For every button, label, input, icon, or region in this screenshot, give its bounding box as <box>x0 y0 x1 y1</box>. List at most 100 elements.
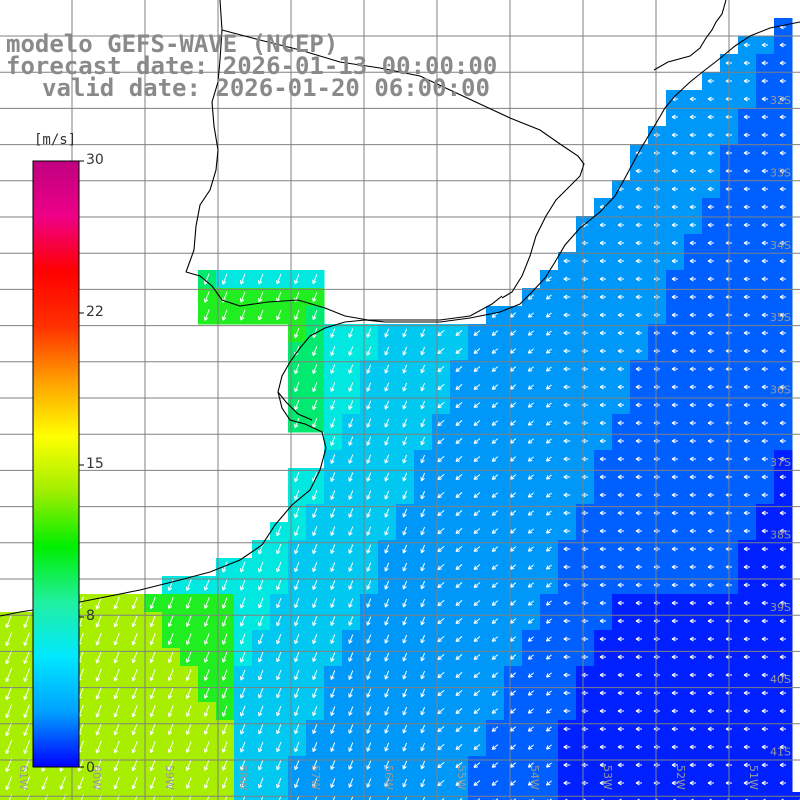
wind-arrow <box>779 492 786 498</box>
wind-arrow <box>402 778 408 788</box>
wind-arrow <box>239 633 246 645</box>
longitude-labels: 61W 60W 59W 58W 57W 56W 55W 54W 53W 52W 51W <box>17 765 760 790</box>
wind-arrow <box>743 294 750 300</box>
wind-arrow <box>366 706 372 716</box>
wind-arrow <box>671 204 678 210</box>
wind-arrow <box>491 582 499 588</box>
wind-arrow <box>420 652 426 662</box>
wind-arrow <box>671 726 678 732</box>
wind-arrow <box>348 364 354 374</box>
wind-arrow <box>491 636 499 642</box>
wind-arrow <box>563 546 571 552</box>
wind-arrow <box>779 402 786 408</box>
wind-arrow <box>743 330 750 336</box>
wind-arrow <box>170 795 174 800</box>
wind-arrow <box>743 168 750 174</box>
wind-arrow <box>221 687 228 699</box>
wind-arrow <box>348 436 354 446</box>
wind-arrow <box>707 204 714 210</box>
wind-arrow <box>98 794 102 800</box>
wind-arrow <box>779 618 786 624</box>
wind-arrow <box>366 688 372 698</box>
wind-arrow <box>707 582 714 588</box>
wind-arrow <box>5 632 13 647</box>
wind-arrow <box>294 670 300 681</box>
wind-arrow <box>599 672 606 678</box>
bahia-samborombon <box>277 391 313 421</box>
wind-arrow <box>563 474 571 480</box>
wind-arrow <box>743 510 750 516</box>
wind-arrow <box>761 726 768 732</box>
wind-arrow <box>312 274 318 285</box>
wind-arrow <box>330 616 336 626</box>
wind-arrow <box>743 762 750 768</box>
wind-arrow <box>294 274 300 285</box>
wind-arrow <box>563 492 571 498</box>
wind-arrow <box>527 654 535 660</box>
lon-label: 55W <box>455 765 468 790</box>
wind-arrow <box>221 615 228 627</box>
wind-arrow <box>617 762 624 768</box>
wind-arrow <box>239 741 246 753</box>
wind-arrow <box>635 762 642 768</box>
wind-arrow <box>131 776 138 790</box>
wind-arrow <box>743 42 750 48</box>
wind-arrow <box>239 777 246 789</box>
wind-arrow <box>545 330 552 336</box>
wind-arrow <box>743 600 750 606</box>
wind-arrow <box>527 582 535 588</box>
wind-arrow <box>761 114 768 120</box>
wind-arrow <box>203 777 210 789</box>
wind-arrow <box>384 652 390 662</box>
wind-arrow <box>527 690 535 696</box>
map-title-valid-date: valid date: 2026-01-20 06:00:00 <box>42 74 490 102</box>
wind-arrow <box>491 492 499 498</box>
wind-arrow <box>113 758 120 772</box>
wind-arrow <box>761 60 768 66</box>
wind-arrow <box>671 168 678 174</box>
wind-arrow <box>294 526 300 537</box>
wind-arrow <box>545 294 552 300</box>
wind-arrow <box>707 330 714 336</box>
wind-arrow <box>167 705 174 718</box>
wind-arrow <box>617 222 624 228</box>
wind-arrow <box>366 364 372 374</box>
wind-arrow <box>203 291 210 303</box>
wind-arrow <box>95 740 102 754</box>
wind-arrow <box>635 366 642 372</box>
wind-arrow <box>635 726 642 732</box>
wind-arrow <box>239 669 246 681</box>
wind-arrow <box>420 706 426 716</box>
wind-arrow <box>41 776 49 790</box>
wind-arrow <box>599 618 606 624</box>
wind-arrow <box>635 312 642 318</box>
wind-arrow <box>258 273 264 285</box>
wind-arrow <box>743 420 750 426</box>
wind-arrow <box>185 579 192 591</box>
wind-arrow <box>761 420 768 426</box>
wind-arrow <box>221 759 228 771</box>
wind-arrow <box>455 546 463 553</box>
wind-arrow <box>599 474 606 480</box>
wind-arrow <box>617 456 624 462</box>
wind-arrow <box>527 474 535 480</box>
wind-arrow <box>330 328 336 338</box>
wind-arrow <box>437 419 445 427</box>
wind-arrow <box>384 670 390 680</box>
wind-arrow <box>366 454 372 464</box>
wind-arrow <box>312 580 318 591</box>
wind-arrow <box>761 366 768 372</box>
wind-arrow <box>239 705 246 717</box>
wind-arrow <box>420 688 426 698</box>
wind-arrow <box>635 240 642 246</box>
wind-arrow <box>203 723 210 735</box>
wind-arrow <box>617 330 624 336</box>
wind-arrow <box>527 402 535 408</box>
wind-arrow <box>707 744 714 750</box>
wind-arrow <box>761 294 768 300</box>
wind-arrow <box>276 705 282 717</box>
wind-arrow <box>491 708 499 714</box>
wind-arrow <box>707 564 714 570</box>
wind-arrow <box>420 670 426 680</box>
